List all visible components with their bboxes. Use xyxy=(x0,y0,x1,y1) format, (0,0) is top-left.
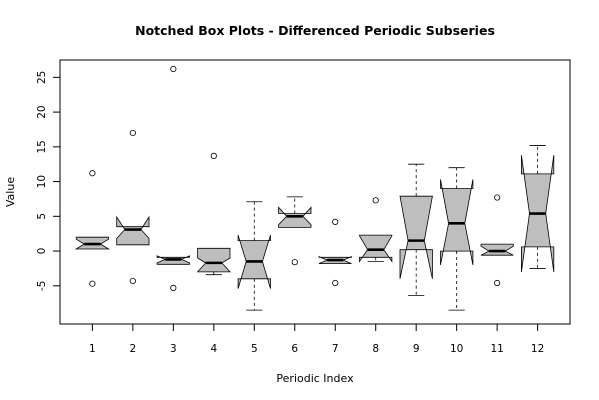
y-axis-label: Value xyxy=(4,177,17,207)
outlier-point xyxy=(170,284,177,291)
outlier-point xyxy=(372,197,379,204)
x-tick-label: 11 xyxy=(490,343,503,355)
x-tick-label: 5 xyxy=(251,343,258,355)
box-3 xyxy=(156,65,190,291)
box-body xyxy=(480,243,514,256)
box-11 xyxy=(480,194,514,287)
box-1 xyxy=(74,170,111,287)
outlier-point xyxy=(494,194,501,201)
chart-title: Notched Box Plots - Differenced Periodic… xyxy=(135,23,495,38)
x-tick-label: 9 xyxy=(413,343,420,355)
outlier-point xyxy=(210,152,217,159)
y-tick-label: 0 xyxy=(36,248,48,255)
box-body xyxy=(399,195,433,279)
outlier-point xyxy=(129,277,136,285)
box-body xyxy=(196,247,231,273)
outlier-point xyxy=(494,279,501,287)
outlier-point xyxy=(170,65,177,73)
box-8 xyxy=(359,197,393,263)
x-tick-label: 6 xyxy=(291,343,298,355)
outlier-point xyxy=(89,280,96,287)
y-tick-label: 10 xyxy=(36,175,48,188)
x-tick-label: 8 xyxy=(372,343,379,355)
y-tick-label: -5 xyxy=(36,281,48,291)
box-9 xyxy=(399,163,433,296)
x-axis: 1 2 3 4 5 6 7 8 9 10 11 12 xyxy=(89,323,544,355)
x-tick-label: 7 xyxy=(332,343,339,355)
outlier-point xyxy=(89,170,96,177)
box-6 xyxy=(278,196,312,266)
outlier-point xyxy=(332,218,339,225)
box-2 xyxy=(116,129,150,285)
outlier-point xyxy=(291,259,298,266)
boxes-group xyxy=(74,65,555,311)
y-tick-label: 25 xyxy=(36,71,48,84)
x-tick-label: 4 xyxy=(210,343,217,355)
x-tick-label: 1 xyxy=(89,343,96,355)
y-tick-label: 15 xyxy=(36,140,48,153)
box-body xyxy=(116,215,150,246)
box-5 xyxy=(237,201,271,311)
y-axis: -5 0 5 10 15 20 25 xyxy=(36,71,61,291)
x-tick-label: 12 xyxy=(531,343,544,355)
x-tick-label: 2 xyxy=(130,343,137,355)
y-tick-label: 5 xyxy=(36,213,48,220)
box-10 xyxy=(440,167,474,311)
x-axis-label: Periodic Index xyxy=(276,372,354,385)
box-7 xyxy=(318,218,352,287)
x-tick-label: 10 xyxy=(450,343,463,355)
x-tick-label: 3 xyxy=(170,343,177,355)
plot-frame xyxy=(59,59,571,325)
box-4 xyxy=(196,152,231,276)
outlier-point xyxy=(332,279,339,287)
outlier-point xyxy=(129,129,136,137)
y-tick-label: 20 xyxy=(36,105,48,118)
box-12 xyxy=(521,145,555,272)
box-body xyxy=(359,234,393,263)
